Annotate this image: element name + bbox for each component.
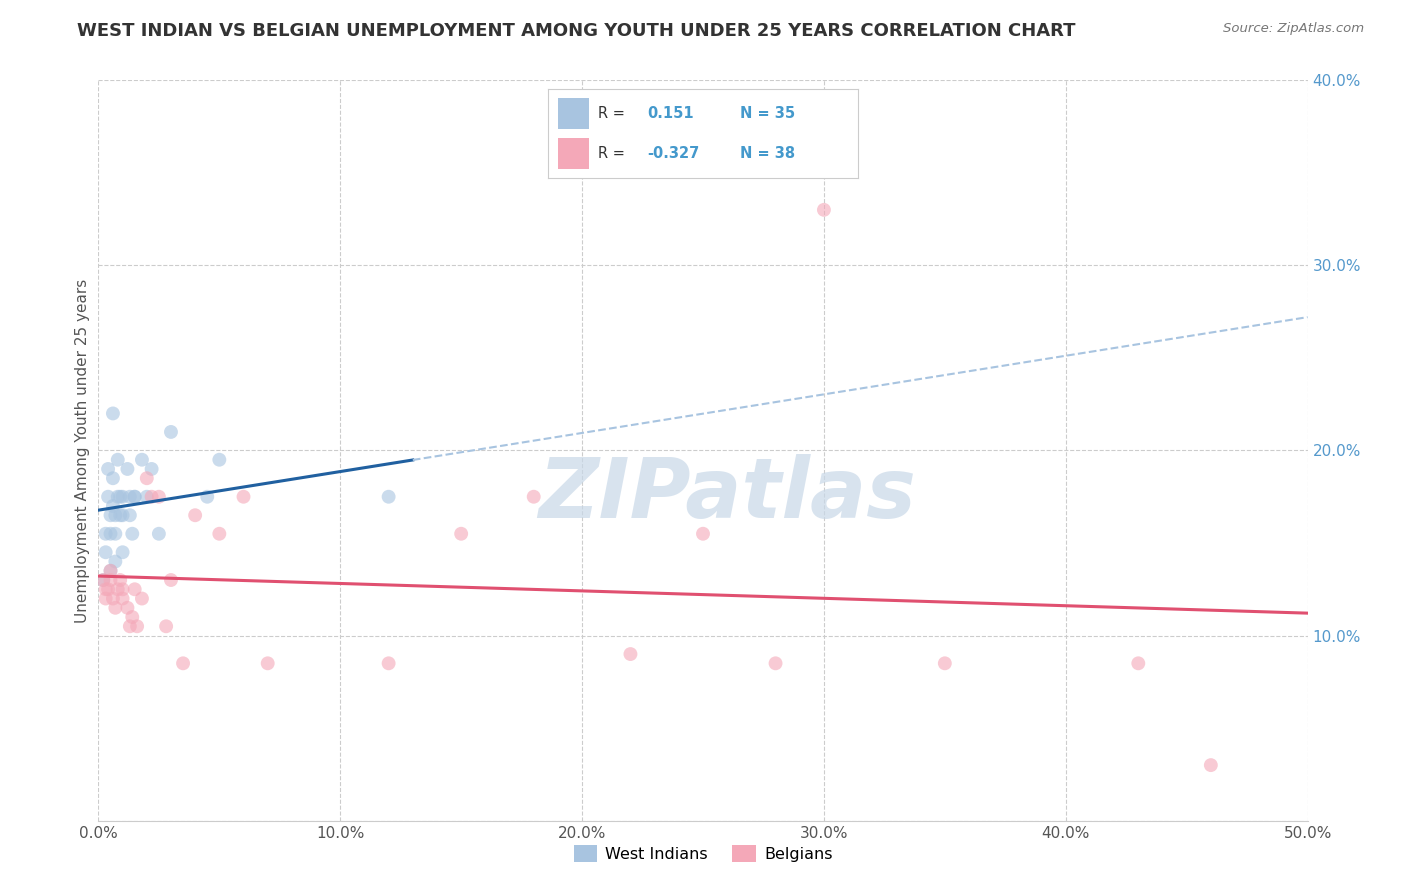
Text: N = 35: N = 35 [740, 106, 796, 120]
Point [97, 490, 120, 504]
Point [108, 508, 131, 523]
Point [100, 526, 122, 541]
Point [256, 657, 278, 671]
Point [94, 591, 117, 606]
Point [813, 202, 835, 217]
Point [91, 573, 114, 587]
Point [148, 526, 170, 541]
Point [118, 619, 141, 633]
Point [91, 573, 114, 587]
Text: Source: ZipAtlas.com: Source: ZipAtlas.com [1223, 22, 1364, 36]
Text: R =: R = [598, 106, 624, 120]
Point [377, 657, 399, 671]
Point [104, 526, 127, 541]
Point [94, 526, 117, 541]
Point [450, 526, 472, 541]
Point [100, 564, 122, 578]
Point [141, 490, 163, 504]
FancyBboxPatch shape [558, 138, 589, 169]
Point [100, 508, 122, 523]
Point [184, 508, 207, 523]
Text: -0.327: -0.327 [647, 146, 700, 161]
Y-axis label: Unemployment Among Youth under 25 years: Unemployment Among Youth under 25 years [75, 278, 90, 623]
Text: ZIPatlas: ZIPatlas [538, 454, 917, 535]
Point [692, 526, 714, 541]
Point [97, 462, 120, 476]
Point [97, 582, 120, 597]
Point [118, 490, 141, 504]
Point [127, 619, 149, 633]
Point [101, 407, 124, 421]
Point [124, 582, 146, 597]
Point [94, 582, 117, 597]
Point [100, 573, 122, 587]
Text: R =: R = [598, 146, 624, 161]
Point [160, 425, 183, 439]
Text: 0.151: 0.151 [647, 106, 695, 120]
Point [934, 657, 956, 671]
Point [155, 619, 177, 633]
Point [523, 490, 546, 504]
Point [1128, 657, 1150, 671]
Point [100, 564, 122, 578]
Point [131, 452, 153, 467]
Point [124, 490, 146, 504]
Point [135, 490, 157, 504]
Point [111, 545, 134, 559]
Point [195, 490, 218, 504]
Point [208, 452, 231, 467]
Point [135, 471, 157, 485]
Point [141, 462, 163, 476]
Point [124, 490, 146, 504]
Point [111, 508, 134, 523]
Point [377, 490, 399, 504]
Point [121, 526, 143, 541]
Point [104, 508, 127, 523]
Text: WEST INDIAN VS BELGIAN UNEMPLOYMENT AMONG YOUTH UNDER 25 YEARS CORRELATION CHART: WEST INDIAN VS BELGIAN UNEMPLOYMENT AMON… [77, 22, 1076, 40]
Point [111, 490, 134, 504]
Point [765, 657, 787, 671]
Point [101, 471, 124, 485]
Point [104, 554, 127, 569]
Point [131, 591, 153, 606]
Point [111, 591, 134, 606]
Point [94, 545, 117, 559]
Point [101, 591, 124, 606]
Point [108, 490, 131, 504]
Point [117, 462, 139, 476]
Point [172, 657, 194, 671]
FancyBboxPatch shape [558, 98, 589, 129]
Point [117, 600, 139, 615]
Point [208, 526, 231, 541]
Point [148, 490, 170, 504]
Point [107, 452, 129, 467]
Point [121, 610, 143, 624]
Point [107, 490, 129, 504]
Point [232, 490, 254, 504]
Point [107, 582, 129, 597]
Legend: West Indians, Belgians: West Indians, Belgians [567, 838, 839, 868]
Point [160, 573, 183, 587]
Point [108, 573, 131, 587]
Text: N = 38: N = 38 [740, 146, 796, 161]
Point [619, 647, 641, 661]
Point [111, 582, 134, 597]
Point [118, 508, 141, 523]
Point [101, 499, 124, 513]
Point [104, 600, 127, 615]
Point [1199, 758, 1222, 772]
